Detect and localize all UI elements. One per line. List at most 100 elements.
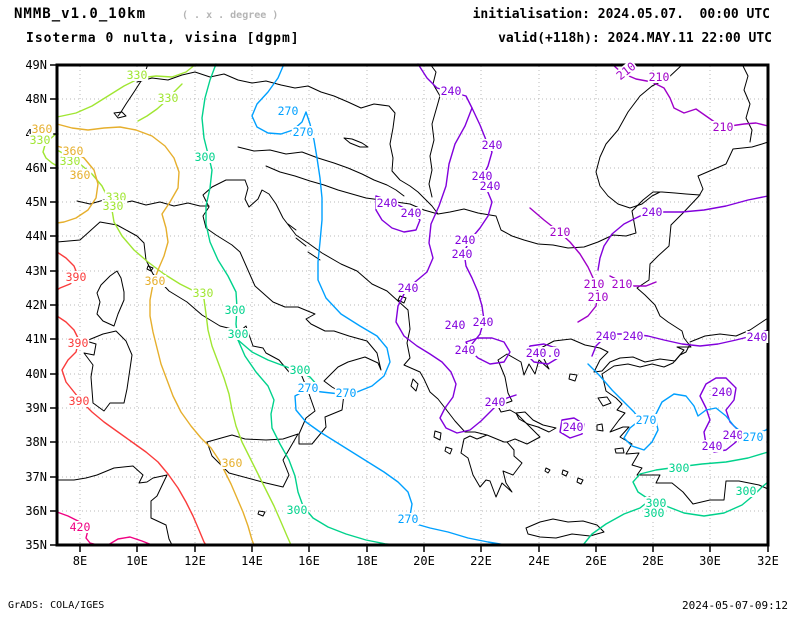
contour-label-240: 240 (700, 439, 724, 453)
coastline (76, 199, 210, 207)
coastline (96, 270, 125, 327)
coastline (689, 317, 769, 343)
svg-text:270: 270 (298, 381, 319, 395)
coastline (597, 396, 612, 407)
svg-text:240: 240 (398, 281, 419, 295)
svg-text:360: 360 (145, 274, 166, 288)
lat-tick-label: 36N (25, 504, 47, 518)
coastline (56, 179, 382, 445)
contour-label-240.0: 240.0 (525, 346, 561, 360)
coastline (397, 295, 407, 304)
coastline (287, 223, 297, 231)
contour-line-300 (649, 481, 769, 517)
contour-label-240: 240 (439, 84, 463, 98)
svg-text:240: 240 (623, 329, 644, 343)
lat-tick-label: 45N (25, 195, 47, 209)
svg-text:240: 240 (473, 315, 494, 329)
svg-text:240: 240 (445, 318, 466, 332)
lat-tick-label: 49N (25, 58, 47, 72)
svg-text:210: 210 (588, 290, 609, 304)
coastline (56, 465, 173, 546)
contour-line-300 (237, 339, 319, 387)
svg-text:240: 240 (482, 138, 503, 152)
grads-credit: GrADS: COLA/IGES (8, 600, 105, 611)
svg-text:270: 270 (636, 413, 657, 427)
coastline (561, 469, 569, 477)
coastline (146, 265, 154, 272)
contour-label-240: 240 (621, 329, 645, 343)
contour-label-420: 420 (68, 520, 92, 534)
lat-tick-label: 41N (25, 332, 47, 346)
contour-label-300: 300 (223, 303, 247, 317)
coastline (601, 373, 769, 505)
svg-text:210: 210 (713, 120, 734, 134)
svg-text:300: 300 (736, 484, 757, 498)
contour-label-300: 300 (285, 503, 309, 517)
svg-text:240: 240 (642, 205, 663, 219)
contour-label-210: 210 (582, 277, 606, 291)
contour-label-240: 240 (470, 169, 494, 183)
coastline (525, 518, 605, 539)
contour-label-330: 330 (191, 286, 215, 300)
svg-text:270: 270 (743, 430, 764, 444)
contour-line-240 (395, 63, 517, 434)
contour-label-360: 360 (220, 456, 244, 470)
contour-line-210 (611, 63, 769, 127)
contour-label-240: 240 (480, 138, 504, 152)
coastline (515, 411, 557, 433)
contour-line-300 (582, 451, 769, 546)
coastline (83, 330, 133, 412)
contour-label-270: 270 (291, 125, 315, 139)
svg-text:300: 300 (228, 327, 249, 341)
lat-tick-label: 43N (25, 264, 47, 278)
svg-text:270: 270 (278, 104, 299, 118)
svg-text:210: 210 (584, 277, 605, 291)
coastline (113, 111, 127, 119)
map-gridlines (58, 66, 767, 544)
contour-label-240: 240 (399, 206, 423, 220)
contour-line-240 (463, 107, 493, 345)
coastline (460, 405, 541, 498)
contour-label-360: 360 (61, 144, 85, 158)
coastline (433, 430, 442, 441)
contour-line-330 (56, 63, 197, 118)
contour-line-330 (56, 149, 292, 546)
svg-text:240: 240 (472, 169, 493, 183)
svg-text:240: 240 (455, 233, 476, 247)
lon-tick-label: 30E (699, 554, 721, 568)
coastline (601, 343, 691, 375)
lat-tick-label: 37N (25, 470, 47, 484)
lat-tick-label: 48N (25, 92, 47, 106)
lon-tick-label: 10E (126, 554, 148, 568)
svg-text:360: 360 (70, 168, 91, 182)
contour-line-240 (559, 417, 585, 439)
map-contour-lines (42, 63, 769, 546)
contour-label-240: 240 (483, 395, 507, 409)
svg-text:300: 300 (225, 303, 246, 317)
coastline (576, 477, 584, 485)
coastline (410, 378, 419, 392)
contour-label-210: 210 (711, 120, 735, 134)
map-coastlines (56, 63, 769, 546)
svg-text:360: 360 (222, 456, 243, 470)
svg-text:240: 240 (455, 343, 476, 357)
contour-label-240: 240 (745, 330, 769, 344)
contour-label-330: 330 (101, 199, 125, 213)
lon-tick-label: 32E (757, 554, 779, 568)
contour-label-240: 240 (453, 233, 477, 247)
svg-text:240: 240 (485, 395, 506, 409)
svg-text:330: 330 (127, 68, 148, 82)
svg-text:390: 390 (69, 394, 90, 408)
lat-tick-label: 44N (25, 229, 47, 243)
contour-line-270 (587, 363, 769, 451)
contour-label-210: 210 (647, 70, 671, 84)
svg-text:210: 210 (550, 225, 571, 239)
lon-tick-label: 26E (585, 554, 607, 568)
contour-label-210: 210 (610, 277, 634, 291)
svg-text:240: 240 (563, 420, 584, 434)
svg-text:240: 240 (480, 179, 501, 193)
contour-label-240: 240 (478, 179, 502, 193)
coastline (295, 237, 307, 247)
